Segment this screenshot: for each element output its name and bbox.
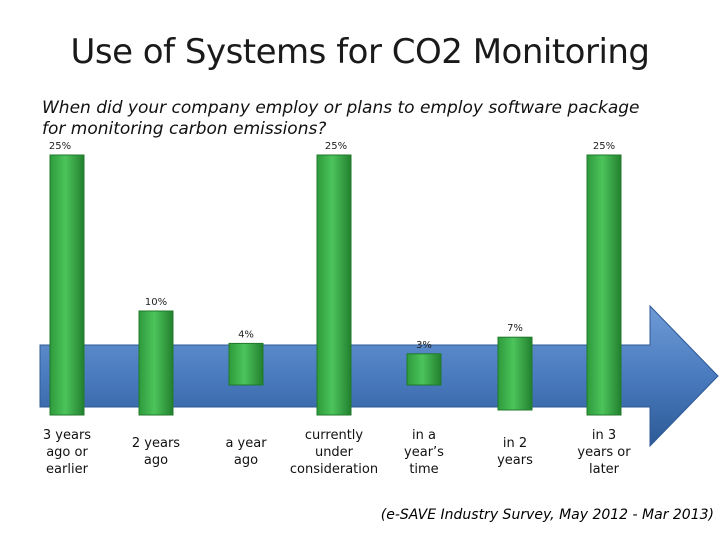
bar-7: [586, 154, 622, 416]
bar-1: [49, 154, 85, 416]
category-label-4: currently under consideration: [289, 427, 379, 477]
bar-3: [228, 342, 264, 386]
survey-question: When did your company employ or plans to…: [42, 98, 640, 139]
bar-4: [316, 154, 352, 416]
bar-5: [406, 353, 442, 386]
category-label-5: in a year’s time: [404, 427, 444, 477]
value-label-3: 4%: [238, 329, 254, 340]
bar-2: [138, 310, 174, 416]
value-label-7: 25%: [593, 141, 615, 152]
value-label-6: 7%: [507, 323, 523, 334]
category-label-1: 3 years ago or earlier: [42, 427, 92, 477]
source-note: (e-SAVE Industry Survey, May 2012 - Mar …: [380, 507, 714, 523]
category-label-7: in 3 years or later: [577, 427, 631, 477]
value-label-1: 25%: [49, 141, 71, 152]
value-label-4: 25%: [325, 141, 347, 152]
value-label-2: 10%: [145, 297, 167, 308]
slide-title: Use of Systems for CO2 Monitoring: [70, 32, 650, 72]
category-label-6: in 2 years: [497, 436, 533, 468]
category-label-3: a year ago: [225, 436, 267, 468]
value-label-5: 3%: [416, 340, 432, 351]
bar-6: [497, 336, 533, 411]
category-label-2: 2 years ago: [131, 436, 181, 468]
